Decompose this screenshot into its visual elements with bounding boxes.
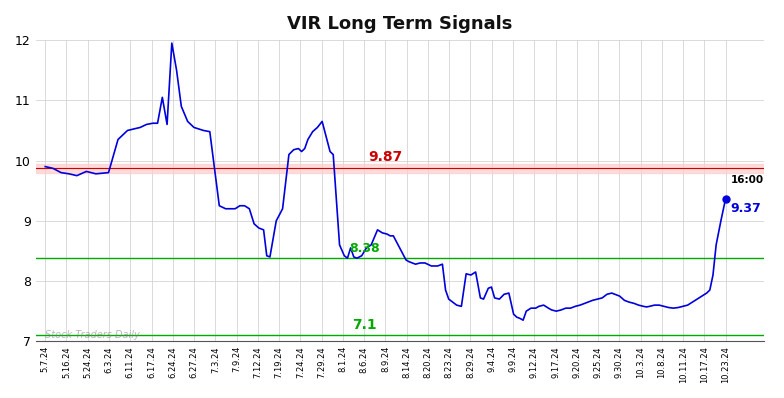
Text: Stock Traders Daily: Stock Traders Daily	[45, 330, 140, 340]
Text: 9.37: 9.37	[731, 201, 761, 215]
Text: 7.1: 7.1	[352, 318, 376, 332]
Text: 16:00: 16:00	[731, 175, 764, 185]
Text: 8.38: 8.38	[349, 242, 379, 255]
Title: VIR Long Term Signals: VIR Long Term Signals	[287, 15, 513, 33]
Bar	[36, 164, 764, 173]
Text: 9.87: 9.87	[368, 150, 402, 164]
